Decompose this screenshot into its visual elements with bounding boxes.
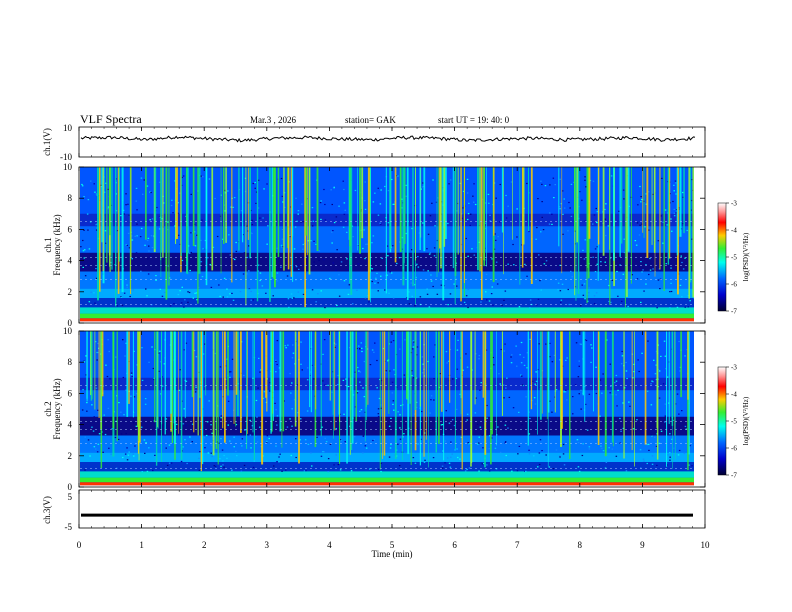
ch1-spectrogram-panel: 0 2 4 6 8 10 ch.1 Frequency (kHz) -3 -4 -5 -6 -7 … bbox=[43, 162, 750, 328]
ch1-colorbar-tick-label: -7 bbox=[731, 308, 737, 316]
time-tick-label: 5 bbox=[390, 540, 395, 550]
ch1-spectrogram-ytick-label: 10 bbox=[63, 162, 73, 172]
ch1-spectrogram-ylabel: Frequency (kHz) bbox=[52, 214, 62, 275]
ch2-colorbar: -3 -4 -5 -6 -7 log(PSD)(V²/Hz) bbox=[717, 364, 750, 480]
time-tick-label: 1 bbox=[139, 540, 144, 550]
ch3-ylabel: ch.3(V) bbox=[42, 496, 52, 524]
ch1-waveform-frame bbox=[78, 126, 706, 158]
time-tick-label: 4 bbox=[327, 540, 332, 550]
ch2-colorbar-tick-label: -3 bbox=[731, 364, 737, 372]
figure-title: VLF Spectra bbox=[80, 112, 142, 126]
ch1-ytick-bottom: -10 bbox=[60, 152, 72, 162]
ch1-colorbar-tick-label: -5 bbox=[731, 254, 737, 262]
ch1-spectrogram-ytick-label: 0 bbox=[68, 318, 73, 328]
time-tick-label: 6 bbox=[452, 540, 457, 550]
station-label: station= GAK bbox=[345, 115, 396, 125]
ch2-spectrogram-ytick-label: 4 bbox=[68, 420, 73, 430]
ch2-colorbar-tick-label: -6 bbox=[731, 445, 737, 453]
ch1-ytick-top: 10 bbox=[63, 123, 73, 133]
ch2-colorbar-label: log(PSD)(V²/Hz) bbox=[742, 396, 750, 445]
time-tick-label: 10 bbox=[701, 540, 711, 550]
date-label: Mar.3 , 2026 bbox=[250, 115, 296, 125]
time-tick-label: 3 bbox=[265, 540, 270, 550]
ch2-spectrogram-panel: 0 2 4 6 8 10 ch.2 Frequency (kHz) -3 -4 -5 -6 -7 … bbox=[43, 326, 750, 492]
ch2-spectrogram-ylabel: Frequency (kHz) bbox=[52, 378, 62, 439]
ch1-waveform-trace bbox=[80, 135, 696, 143]
time-tick-label: 9 bbox=[640, 540, 645, 550]
ch2-spectrogram-channel-label: ch.2 bbox=[43, 401, 53, 416]
ch2-spectrogram-ytick-label: 6 bbox=[68, 388, 73, 398]
ch1-spectrogram-ytick-label: 6 bbox=[68, 224, 73, 234]
ch2-spectrogram-ytick-label: 2 bbox=[68, 451, 73, 461]
ch1-spectrogram-image bbox=[79, 167, 705, 323]
ch1-spectrogram-ytick-label: 8 bbox=[68, 193, 73, 203]
ch2-spectrogram-ytick-label: 0 bbox=[68, 482, 73, 492]
ch1-spectrogram-ytick-label: 2 bbox=[68, 287, 73, 297]
ch1-spectrogram-channel-label: ch.1 bbox=[43, 237, 53, 252]
ch1-colorbar-label: log(PSD)(V²/Hz) bbox=[742, 232, 750, 281]
ch2-colorbar-tick-label: -5 bbox=[731, 418, 737, 426]
ch1-colorbar-tick-label: -6 bbox=[731, 281, 737, 289]
time-axis: 0 1 2 3 4 5 6 7 8 9 10 bbox=[77, 127, 710, 550]
ch2-colorbar-tick-label: -4 bbox=[731, 391, 737, 399]
ch2-spectrogram-image bbox=[79, 331, 705, 487]
ch3-ytick-top: 5 bbox=[68, 492, 73, 502]
time-axis-label: Time (min) bbox=[372, 549, 413, 559]
ch2-spectrogram-ytick-label: 8 bbox=[68, 357, 73, 367]
time-tick-label: 7 bbox=[515, 540, 520, 550]
ch1-ylabel: ch.1(V) bbox=[42, 128, 52, 156]
ch1-spectrogram-ytick-label: 4 bbox=[68, 256, 73, 266]
ch2-colorbar-tick-label: -7 bbox=[731, 472, 737, 480]
ch3-waveform-frame bbox=[78, 489, 706, 529]
ch1-colorbar-tick-label: -4 bbox=[731, 227, 737, 235]
time-tick-label: 0 bbox=[77, 540, 82, 550]
ch1-colorbar-tick-label: -3 bbox=[731, 200, 737, 208]
start-time-label: start UT = 19: 40: 0 bbox=[438, 115, 510, 125]
ch3-ytick-bottom: -5 bbox=[65, 522, 73, 532]
time-tick-label: 2 bbox=[202, 540, 207, 550]
ch1-colorbar: -3 -4 -5 -6 -7 log(PSD)(V²/Hz) bbox=[717, 200, 750, 316]
time-tick-label: 8 bbox=[578, 540, 583, 550]
ch2-spectrogram-ytick-label: 10 bbox=[63, 326, 73, 336]
